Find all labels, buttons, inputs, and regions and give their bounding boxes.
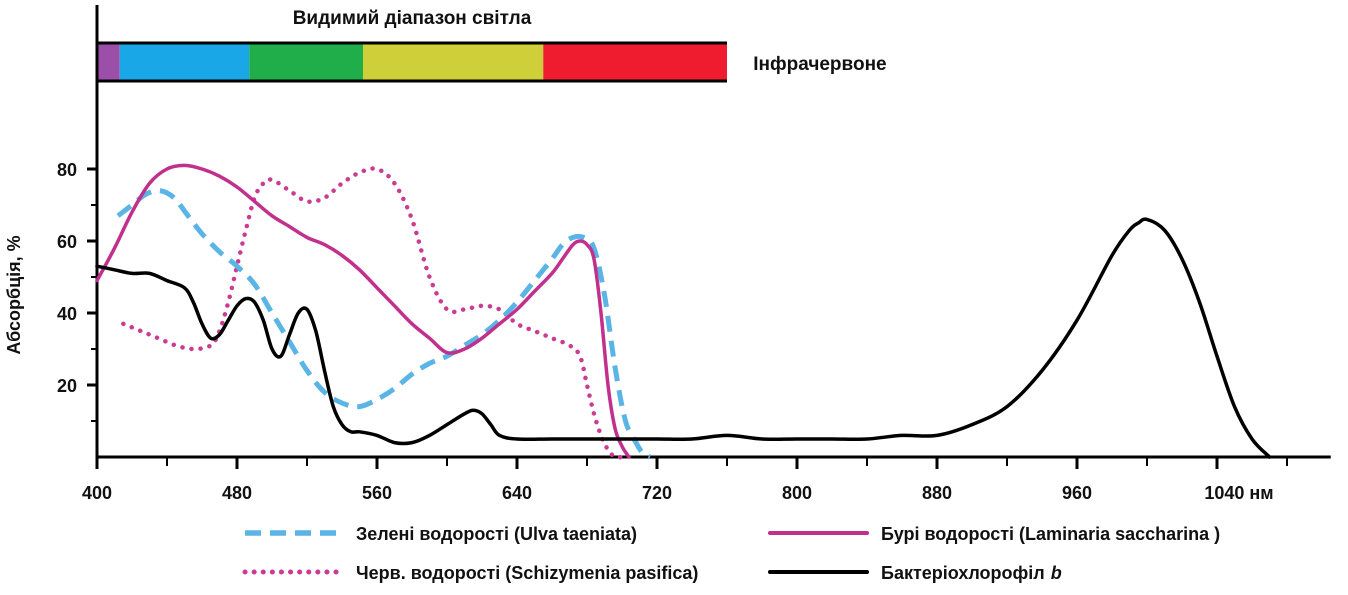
spectrum-band-2 <box>249 43 363 81</box>
series-layer <box>95 163 1272 460</box>
legend-label-suffix-3: b <box>1051 563 1062 583</box>
infrared-label: Інфрачервоне <box>753 54 886 75</box>
series-line-1 <box>95 163 631 459</box>
visible-spectrum-label: Видимий діапазон світла <box>293 8 532 29</box>
series-line-0 <box>116 187 652 460</box>
y-tick-label-60: 60 <box>57 232 77 252</box>
x-tick-label-400: 400 <box>82 483 112 503</box>
x-tick-label-560: 560 <box>362 483 392 503</box>
spectrum-band-3 <box>363 43 544 81</box>
axes: 400 480 560 640 720 800 880 960 1040 нм 20 40 60 80 <box>57 5 1331 503</box>
visible-spectrum-bar <box>97 41 727 83</box>
y-axis-label: Абсорбція, % <box>4 235 24 354</box>
x-tick-label-480: 480 <box>222 483 252 503</box>
x-tick-label-880: 880 <box>922 483 952 503</box>
spectrum-band-4 <box>543 43 727 81</box>
x-tick-label-1040: 1040 нм <box>1204 483 1273 503</box>
series-line-3 <box>95 217 1272 459</box>
legend-label-0: Зелені водорості (Ulva taeniata) <box>356 524 637 544</box>
spectrum-band-1 <box>119 43 250 81</box>
x-tick-label-800: 800 <box>782 483 812 503</box>
legend-label-3: Бактеріохлорофіл b <box>881 563 1062 583</box>
y-tick-label-40: 40 <box>57 304 77 324</box>
x-tick-label-960: 960 <box>1062 483 1092 503</box>
legend: Зелені водорості (Ulva taeniata) Бурі вод… <box>242 524 1220 583</box>
x-tick-label-640: 640 <box>502 483 532 503</box>
series-line-2 <box>121 166 625 460</box>
legend-label-1: Бурі водорості (Laminaria saccharina ) <box>881 524 1220 544</box>
y-tick-label-20: 20 <box>57 376 77 396</box>
spectrum-band-0 <box>97 43 120 81</box>
y-tick-label-80: 80 <box>57 160 77 180</box>
x-tick-label-720: 720 <box>642 483 672 503</box>
legend-label-2: Черв. водорості (Schizymenia pasifica) <box>356 563 698 583</box>
